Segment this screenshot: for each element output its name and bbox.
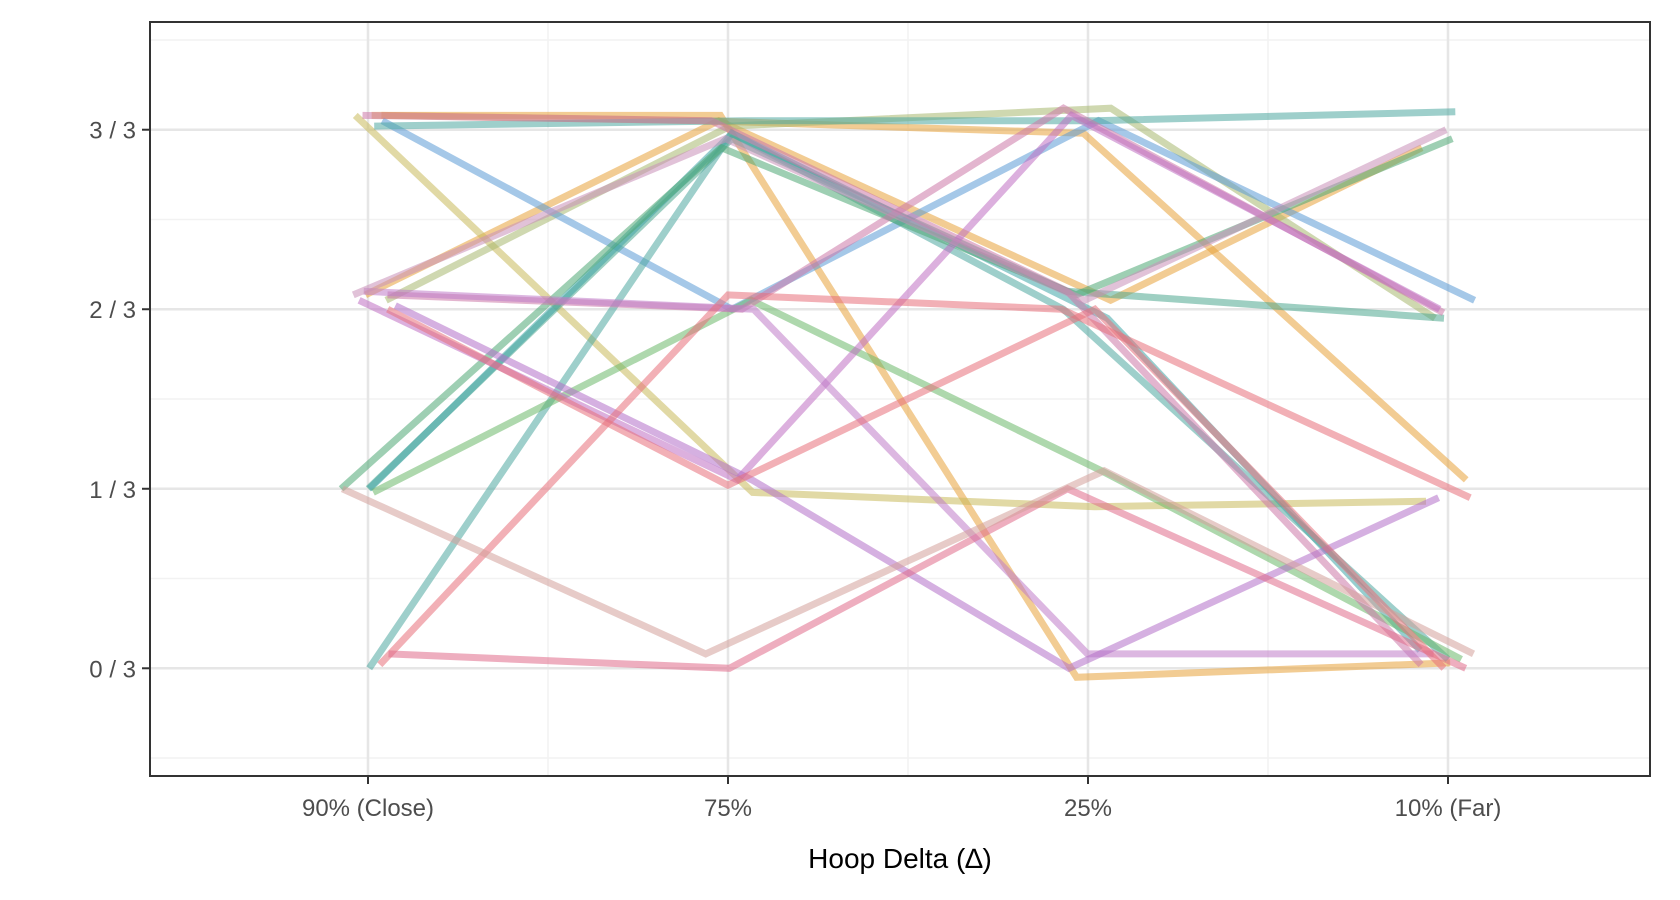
y-tick-label: 0 / 3 bbox=[89, 656, 136, 683]
series-line-16 bbox=[351, 126, 1448, 305]
series-line-21 bbox=[340, 466, 1476, 658]
x-tick-label: 25% bbox=[1064, 795, 1112, 822]
y-tick-label: 2 / 3 bbox=[89, 297, 136, 324]
y-tick-label: 1 / 3 bbox=[89, 477, 136, 504]
series-line-18 bbox=[377, 291, 1472, 668]
x-tick-label: 75% bbox=[704, 795, 752, 822]
series-line-15 bbox=[363, 287, 1434, 658]
x-axis-title: Hoop Delta (∆) bbox=[808, 843, 992, 874]
plot-border bbox=[149, 21, 1651, 777]
series-line-19 bbox=[388, 484, 1468, 672]
x-axis: 90% (Close) 75% 25% 10% (Far) bbox=[302, 776, 1501, 822]
series-line-11 bbox=[374, 108, 1456, 130]
y-tick-label: 3 / 3 bbox=[89, 118, 136, 145]
y-axis: 0 / 3 1 / 3 2 / 3 3 / 3 bbox=[89, 118, 150, 683]
x-tick-label: 90% (Close) bbox=[302, 795, 434, 822]
x-tick-label: 10% (Far) bbox=[1395, 795, 1502, 822]
series-line-20 bbox=[386, 304, 1447, 671]
series-line-12 bbox=[362, 111, 1424, 668]
series-lines bbox=[338, 104, 1477, 681]
